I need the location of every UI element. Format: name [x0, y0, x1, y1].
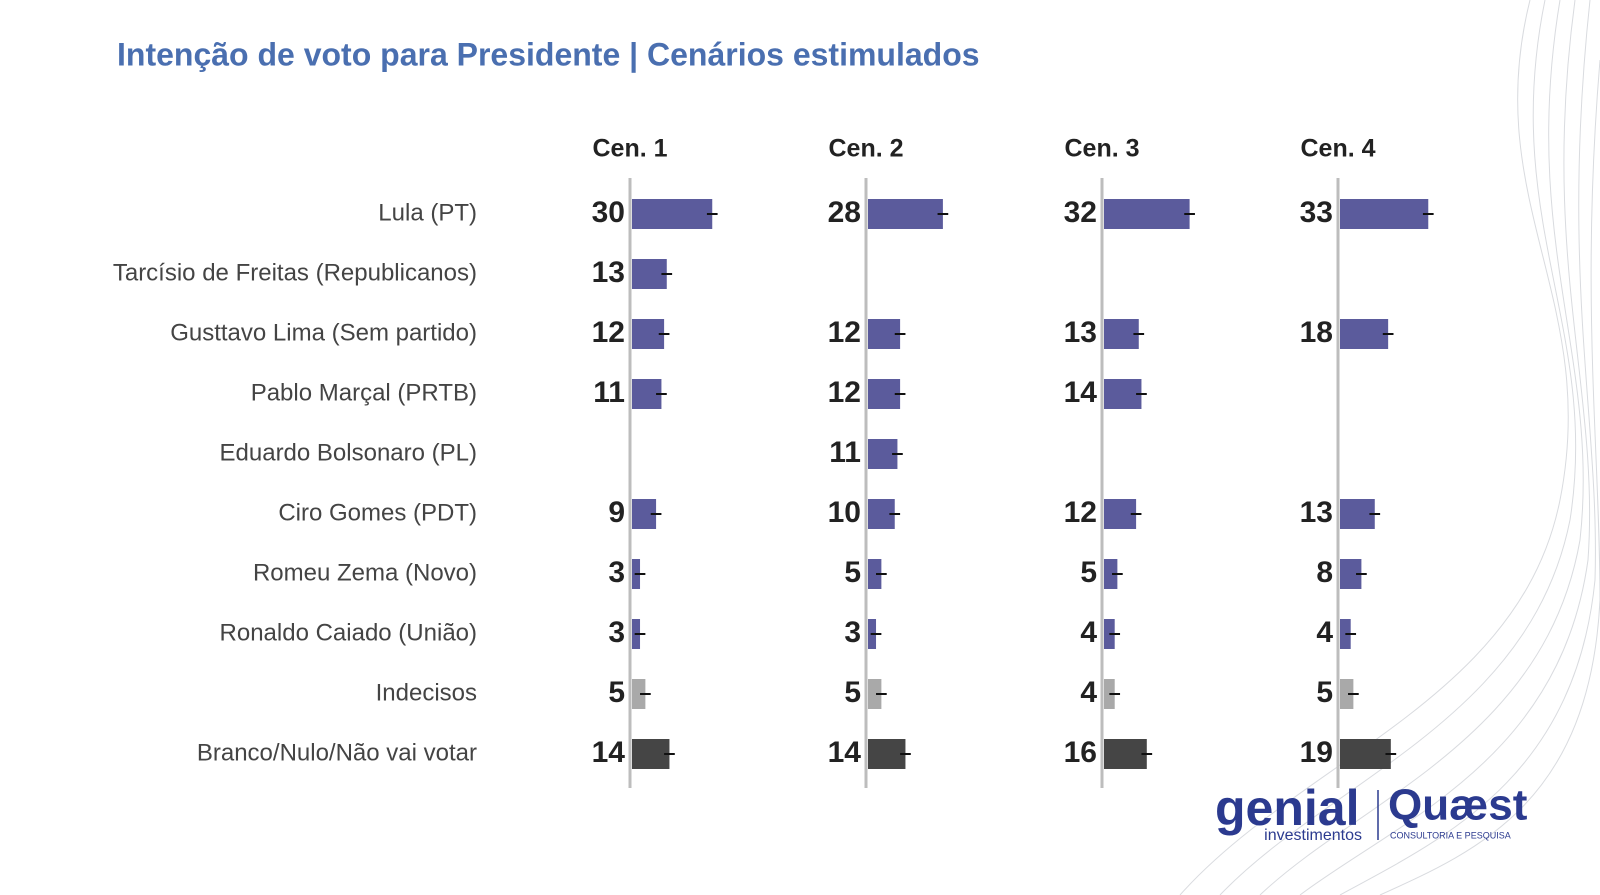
bar	[1340, 499, 1375, 529]
value-label: 13	[1300, 496, 1333, 529]
value-label: 5	[608, 676, 625, 709]
value-label: 8	[1316, 556, 1333, 589]
category-label: Romeu Zema (Novo)	[253, 559, 477, 586]
plot: Lula (PT) Tarcísio de Freitas (Republican…	[113, 135, 1434, 788]
logo-genial-sub: investimentos	[1264, 827, 1362, 844]
bar	[1340, 319, 1389, 349]
value-label: 5	[844, 556, 861, 589]
bar	[1104, 379, 1142, 409]
value-label: 32	[1064, 196, 1097, 229]
category-label: Branco/Nulo/Não vai votar	[197, 739, 477, 766]
value-label: 13	[592, 256, 625, 289]
logo-quaest-sub: CONSULTORIA E PESQUISA	[1390, 830, 1511, 840]
value-label: 28	[828, 196, 861, 229]
bar	[632, 259, 667, 289]
series-header: Cen. 3	[1064, 135, 1139, 163]
value-label: 4	[1080, 676, 1097, 709]
value-label: 5	[1080, 556, 1097, 589]
bar	[868, 199, 943, 229]
value-label: 14	[1064, 376, 1098, 409]
value-label: 12	[1064, 496, 1097, 529]
value-label: 12	[828, 316, 861, 349]
value-label: 14	[592, 736, 626, 769]
value-label: 11	[829, 436, 861, 469]
bar	[1340, 559, 1362, 589]
category-label: Indecisos	[376, 679, 477, 706]
bar	[1340, 199, 1429, 229]
value-label: 4	[1080, 616, 1097, 649]
value-label: 12	[828, 376, 861, 409]
value-label: 14	[828, 736, 862, 769]
logo-genial: genial	[1215, 780, 1359, 836]
bar	[868, 679, 882, 709]
category-label: Ciro Gomes (PDT)	[278, 499, 477, 526]
bar	[1104, 199, 1190, 229]
value-label: 10	[828, 496, 861, 529]
bar	[1104, 559, 1118, 589]
value-label: 12	[592, 316, 625, 349]
series-header: Cen. 4	[1300, 135, 1375, 163]
category-label: Tarcísio de Freitas (Republicanos)	[113, 259, 477, 286]
bar	[1340, 739, 1391, 769]
value-label: 5	[1316, 676, 1333, 709]
value-label: 4	[1316, 616, 1333, 649]
value-label: 30	[592, 196, 625, 229]
category-label: Eduardo Bolsonaro (PL)	[220, 439, 477, 466]
bar	[632, 679, 646, 709]
value-label: 3	[608, 556, 625, 589]
value-label: 3	[608, 616, 625, 649]
value-label: 5	[844, 676, 861, 709]
series-header: Cen. 2	[828, 135, 903, 163]
value-label: 3	[844, 616, 861, 649]
value-label: 19	[1300, 736, 1333, 769]
category-label: Gusttavo Lima (Sem partido)	[170, 319, 477, 346]
value-label: 18	[1300, 316, 1333, 349]
value-label: 16	[1064, 736, 1097, 769]
bar	[868, 559, 882, 589]
value-label: 9	[608, 496, 625, 529]
bar	[1104, 739, 1147, 769]
category-label: Pablo Marçal (PRTB)	[251, 379, 477, 406]
category-label: Ronaldo Caiado (União)	[220, 619, 477, 646]
bar	[1104, 319, 1139, 349]
bar	[632, 739, 670, 769]
series-header: Cen. 1	[592, 135, 667, 163]
bar	[868, 739, 906, 769]
bar	[632, 199, 713, 229]
logo-quaest: Quæst	[1388, 781, 1528, 830]
value-label: 33	[1300, 196, 1333, 229]
bar	[1340, 679, 1354, 709]
value-label: 11	[593, 376, 625, 409]
category-label: Lula (PT)	[378, 199, 477, 226]
value-label: 13	[1064, 316, 1097, 349]
chart-title: Intenção de voto para Presidente | Cenár…	[117, 36, 980, 72]
